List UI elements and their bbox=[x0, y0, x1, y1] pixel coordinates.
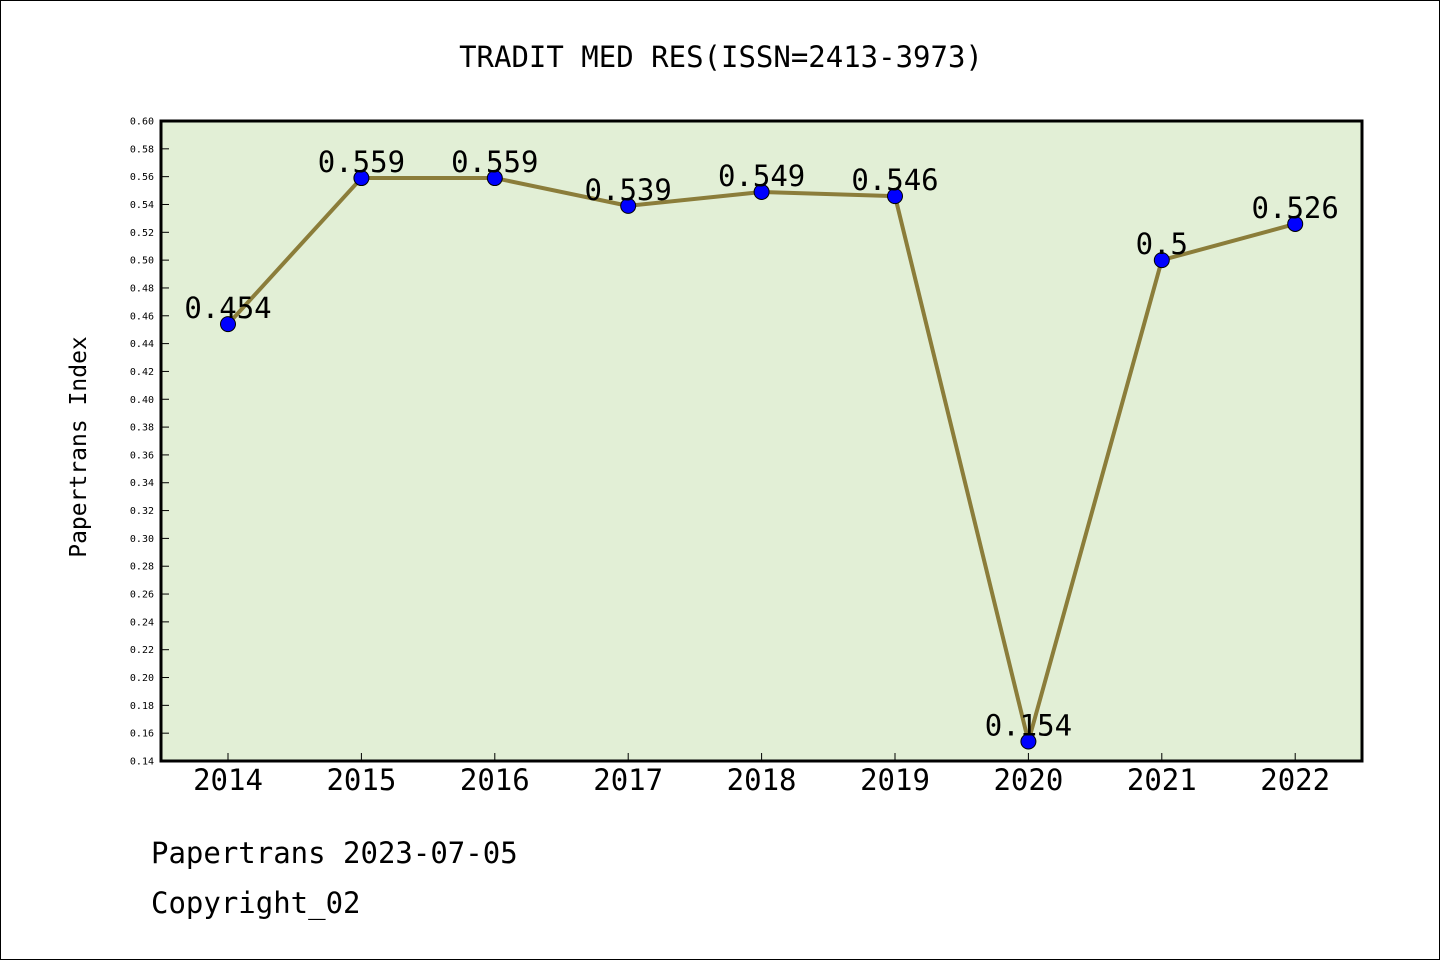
data-point bbox=[353, 170, 370, 187]
x-tick-label: 2020 bbox=[993, 763, 1063, 797]
x-tick-label: 2014 bbox=[193, 763, 263, 797]
y-tick-label: 0.50 bbox=[130, 256, 154, 267]
data-label: 0.526 bbox=[1252, 191, 1339, 225]
y-tick-label: 0.52 bbox=[130, 228, 154, 239]
y-tick-label: 0.48 bbox=[130, 283, 154, 294]
data-point bbox=[887, 188, 903, 205]
data-label: 0.549 bbox=[718, 159, 805, 193]
footer-date: Papertrans 2023-07-05 bbox=[151, 836, 518, 870]
data-label: 0.5 bbox=[1136, 227, 1188, 261]
y-tick-label: 0.22 bbox=[130, 645, 154, 656]
data-point bbox=[1287, 215, 1304, 232]
y-tick-label: 0.34 bbox=[130, 478, 154, 489]
data-label: 0.559 bbox=[451, 145, 538, 179]
y-tick-label: 0.60 bbox=[130, 117, 154, 128]
data-point bbox=[753, 183, 770, 200]
x-tick-label: 2015 bbox=[326, 763, 396, 797]
data-label: 0.546 bbox=[851, 163, 938, 197]
y-tick-label: 0.38 bbox=[130, 423, 154, 434]
y-tick-label: 0.16 bbox=[130, 729, 154, 740]
x-tick-label: 2019 bbox=[860, 763, 930, 797]
data-point bbox=[1020, 733, 1037, 750]
x-axis: 2014 2015 2016 2017 2018 2019 2020 2021 2022 bbox=[193, 753, 1330, 797]
plot-area bbox=[159, 119, 1364, 763]
y-tick-label: 0.28 bbox=[130, 562, 154, 573]
y-tick-label: 0.54 bbox=[130, 200, 154, 211]
y-tick-label: 0.24 bbox=[130, 617, 154, 628]
x-tick-label: 2016 bbox=[460, 763, 530, 797]
y-tick-label: 0.30 bbox=[130, 534, 154, 545]
footer-copyright: Copyright_02 bbox=[151, 886, 361, 920]
y-tick-label: 0.32 bbox=[130, 506, 154, 517]
y-tick-label: 0.58 bbox=[130, 144, 154, 155]
y-tick-label: 0.26 bbox=[130, 590, 154, 601]
y-tick-label: 0.44 bbox=[130, 339, 154, 350]
x-tick-label: 2021 bbox=[1127, 763, 1197, 797]
y-tick-label: 0.36 bbox=[130, 450, 154, 461]
y-tick-label: 0.14 bbox=[130, 757, 154, 768]
y-tick-label: 0.56 bbox=[130, 172, 154, 183]
data-point bbox=[620, 197, 637, 214]
y-tick-label: 0.40 bbox=[130, 395, 154, 406]
chart-title: TRADIT MED RES(ISSN=2413-3973) bbox=[459, 40, 983, 74]
data-label: 0.454 bbox=[184, 291, 271, 325]
data-label: 0.539 bbox=[585, 173, 672, 207]
y-tick-label: 0.46 bbox=[130, 311, 154, 322]
data-point bbox=[220, 316, 236, 333]
x-tick-label: 2017 bbox=[593, 763, 663, 797]
data-label: 0.154 bbox=[985, 709, 1072, 743]
y-tick-label: 0.20 bbox=[130, 673, 154, 684]
data-point bbox=[486, 170, 503, 187]
y-axis: 0.14 0.16 0.18 0.20 0.22 0.24 0.26 0.28 0.30 0.32… bbox=[130, 117, 169, 768]
data-label: 0.559 bbox=[318, 145, 405, 179]
series: 0.454 0.559 0.559 0.539 0.549 0.546 0.154 0.5 0.… bbox=[184, 145, 1339, 750]
y-tick-label: 0.18 bbox=[130, 701, 154, 712]
y-tick-label: 0.42 bbox=[130, 367, 154, 378]
data-point bbox=[1153, 252, 1170, 269]
x-tick-label: 2022 bbox=[1260, 763, 1330, 797]
y-axis-label: Papertrans Index bbox=[66, 336, 92, 558]
x-tick-label: 2018 bbox=[727, 763, 797, 797]
